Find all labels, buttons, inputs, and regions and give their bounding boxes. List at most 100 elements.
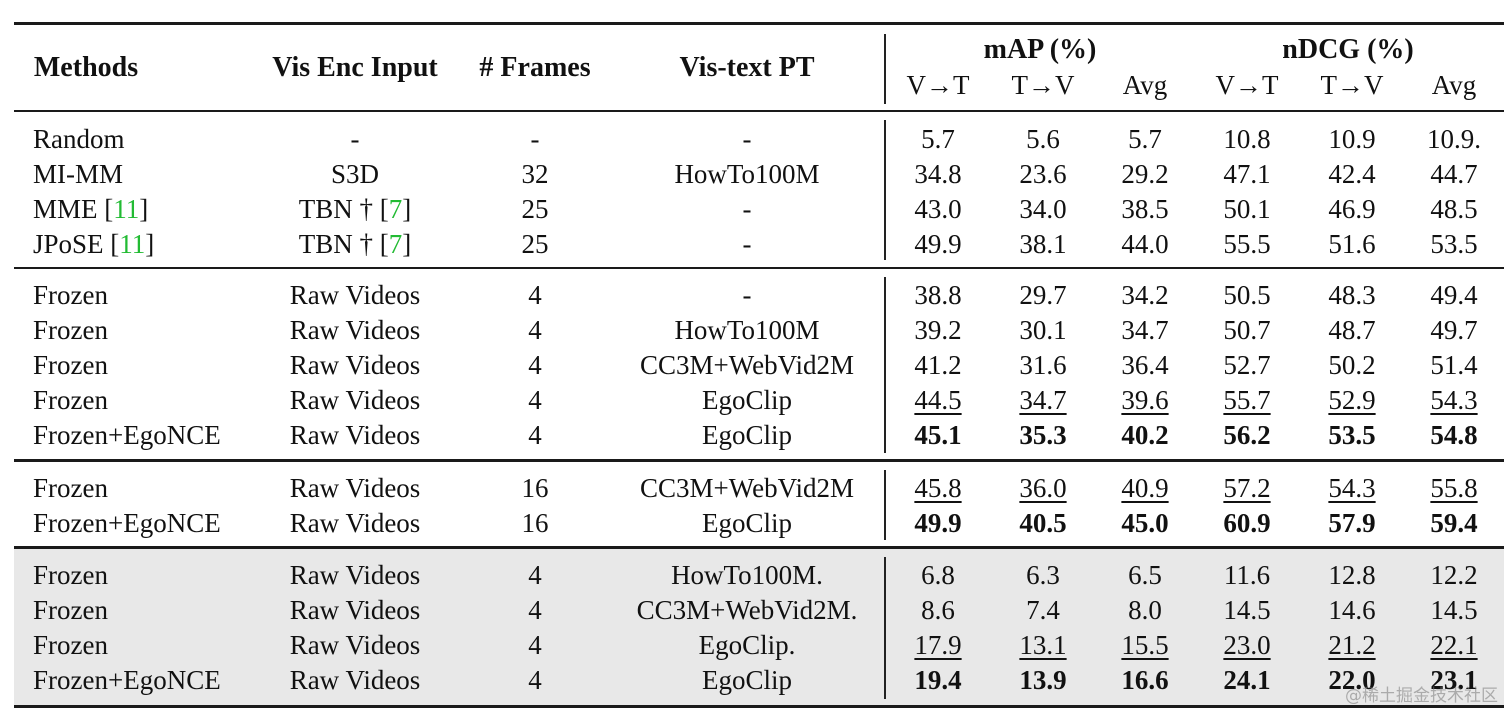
cell-value: 45.8: [914, 473, 962, 503]
cell-value: 49.7: [1430, 315, 1478, 345]
subheader-3: V→T: [1215, 70, 1279, 100]
input-name: Raw Videos: [289, 420, 421, 450]
cell-vis-text-pt: EgoClip.: [698, 630, 796, 660]
cell-value: 16.6: [1121, 665, 1169, 695]
cell-value: 10.8: [1223, 124, 1271, 154]
cell-vis-text-pt: HowTo100M.: [671, 560, 823, 590]
cell-value: 38.1: [1019, 229, 1067, 259]
method-name: Frozen: [33, 385, 108, 415]
cell-method: Random: [33, 124, 125, 154]
cell-value: 39.6: [1121, 385, 1169, 415]
cell-value: 6.8: [921, 560, 955, 590]
cell-value: 52.7: [1223, 350, 1271, 380]
input-name: TBN †: [298, 194, 380, 224]
cell-frames: 16: [521, 508, 549, 538]
cell-frames: 16: [521, 473, 549, 503]
cell-value: 35.3: [1019, 420, 1067, 450]
method-name: Frozen: [33, 350, 108, 380]
cell-frames: 4: [528, 560, 542, 590]
cell-frames: 4: [528, 665, 542, 695]
cell-value: 38.8: [914, 280, 962, 310]
input-name: Raw Videos: [289, 560, 421, 590]
cell-value: 5.7: [921, 124, 955, 154]
cell-value: 12.2: [1430, 560, 1478, 590]
column-divider: [884, 557, 886, 699]
cell-value: 15.5: [1121, 630, 1169, 660]
citation-link[interactable]: 11: [113, 194, 140, 224]
shaded-block: [14, 549, 1504, 705]
cell-value: 21.2: [1328, 630, 1376, 660]
group-rule-3: [14, 546, 1504, 549]
cell-value: 40.5: [1019, 508, 1067, 538]
method-name: Frozen: [33, 473, 108, 503]
group-rule-1: [14, 267, 1504, 269]
cell-vis-enc-input: Raw Videos: [290, 595, 421, 625]
cell-value: 54.3: [1328, 473, 1376, 503]
cell-value: 51.4: [1430, 350, 1478, 380]
input-name: Raw Videos: [289, 595, 421, 625]
cell-value: 6.3: [1026, 560, 1060, 590]
cell-value: 57.9: [1328, 508, 1376, 538]
cell-value: 14.6: [1328, 595, 1376, 625]
cell-value: 34.8: [914, 159, 962, 189]
cell-value: 36.0: [1019, 473, 1067, 503]
cell-frames: 25: [521, 229, 549, 259]
cell-method: Frozen: [33, 385, 108, 415]
cell-value: 30.1: [1019, 315, 1067, 345]
cell-frames: 4: [528, 420, 542, 450]
cell-vis-enc-input: Raw Videos: [290, 630, 421, 660]
cell-value: 44.5: [914, 385, 962, 415]
cell-frames: 4: [528, 315, 542, 345]
citation-link[interactable]: 7: [388, 194, 403, 224]
cell-value: 57.2: [1223, 473, 1271, 503]
cell-vis-enc-input: Raw Videos: [290, 560, 421, 590]
cell-value: 50.2: [1328, 350, 1376, 380]
cell-method: Frozen: [33, 280, 108, 310]
cell-value: 34.7: [1019, 385, 1067, 415]
cell-value: 48.5: [1430, 194, 1478, 224]
cell-vis-text-pt: EgoClip: [701, 385, 793, 415]
input-name: Raw Videos: [289, 385, 421, 415]
cell-value: 5.6: [1026, 124, 1060, 154]
subheader-1: T→V: [1011, 70, 1075, 100]
method-name: MI-MM: [33, 159, 124, 189]
cell-vis-text-pt: EgoClip: [701, 508, 793, 538]
cell-value: 46.9: [1328, 194, 1376, 224]
cell-vis-text-pt: -: [742, 280, 752, 310]
citation-link[interactable]: 7: [388, 229, 403, 259]
method-name: Frozen: [33, 595, 108, 625]
cell-value: 34.0: [1019, 194, 1067, 224]
cell-vis-enc-input: Raw Videos: [290, 473, 421, 503]
citation-link[interactable]: 11: [119, 229, 146, 259]
cell-vis-enc-input: S3D: [331, 159, 379, 189]
cell-value: 50.1: [1223, 194, 1271, 224]
cell-value: 8.6: [921, 595, 955, 625]
header-vis-enc-input: Vis Enc Input: [272, 52, 438, 83]
cell-frames: 4: [528, 595, 542, 625]
cell-value: 10.9.: [1427, 124, 1481, 154]
cell-method: Frozen: [33, 560, 108, 590]
cell-method: Frozen: [33, 350, 108, 380]
cell-vis-enc-input: Raw Videos: [290, 350, 421, 380]
header-methods: Methods: [33, 52, 139, 83]
cell-value: 42.4: [1328, 159, 1376, 189]
cell-method: Frozen: [33, 315, 108, 345]
header-rule: [14, 110, 1504, 112]
cell-value: 24.1: [1223, 665, 1271, 695]
cell-value: 23.1: [1430, 665, 1478, 695]
cell-vis-text-pt: -: [742, 194, 752, 224]
cell-vis-enc-input: Raw Videos: [290, 315, 421, 345]
subheader-2: Avg: [1122, 70, 1168, 100]
cell-value: 13.9: [1019, 665, 1067, 695]
cell-value: 54.8: [1430, 420, 1478, 450]
header-frames: # Frames: [479, 52, 591, 83]
cell-value: 17.9: [914, 630, 962, 660]
subheader-4: T→V: [1320, 70, 1384, 100]
cell-value: 6.5: [1128, 560, 1162, 590]
cell-vis-text-pt: CC3M+WebVid2M: [640, 350, 854, 380]
input-name: S3D: [330, 159, 380, 189]
cell-value: 48.7: [1328, 315, 1376, 345]
cell-value: 40.2: [1121, 420, 1169, 450]
cell-value: 38.5: [1121, 194, 1169, 224]
cell-frames: 4: [528, 630, 542, 660]
